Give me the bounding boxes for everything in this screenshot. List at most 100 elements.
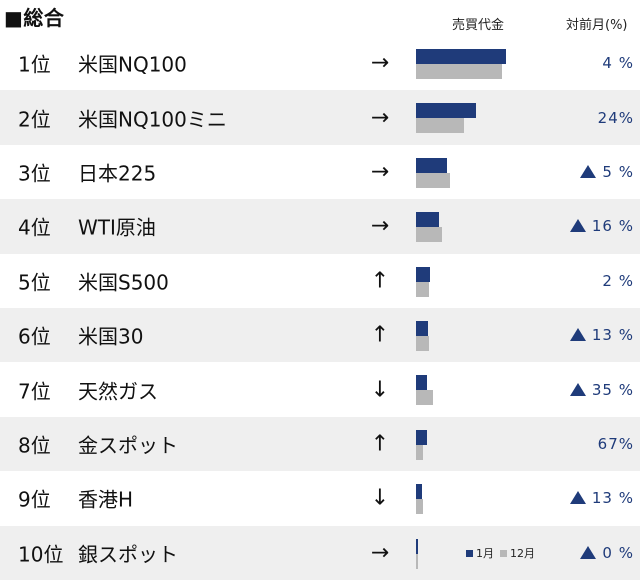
rank-label: 1位 xyxy=(18,52,51,77)
current-month-bar xyxy=(416,429,427,445)
legend-current-swatch xyxy=(466,549,473,557)
month-change-value: 5 % xyxy=(602,162,634,181)
rank-label: 6位 xyxy=(18,324,51,349)
volume-bars xyxy=(416,49,536,79)
current-month-bar xyxy=(416,49,506,64)
volume-bars xyxy=(416,212,536,243)
product-name: 香港H xyxy=(78,487,134,512)
product-name: 米国NQ100ミニ xyxy=(78,107,227,132)
month-change: 5 % xyxy=(580,163,634,181)
previous-month-bar xyxy=(416,64,503,79)
ranking-list: 1位 米国NQ100 → 4 % 2位 米国NQ100ミニ → 24% 3位 日本225 → 5 % 4… xyxy=(0,36,640,580)
month-change-value: 13 % xyxy=(591,326,634,345)
rank-label: 5位 xyxy=(18,270,51,295)
month-change-value: 4 % xyxy=(602,54,634,73)
month-change-value: 0 % xyxy=(602,543,634,562)
previous-month-bar xyxy=(416,227,443,243)
rank-label: 4位 xyxy=(18,215,51,240)
product-name: 銀スポット xyxy=(78,542,178,567)
month-change-value: 16 % xyxy=(591,217,634,236)
current-month-bar xyxy=(416,484,422,500)
month-change: 16 % xyxy=(569,217,634,236)
month-change: 4 % xyxy=(602,54,634,72)
up-triangle-icon xyxy=(569,382,586,396)
product-name: 日本225 xyxy=(78,161,157,186)
rank-label: 2位 xyxy=(18,107,51,132)
rank-trend-arrow-icon: ↓ xyxy=(370,485,390,511)
rank-trend-arrow-icon: ↑ xyxy=(370,268,390,294)
bar-legend: 1月 12月 xyxy=(466,545,535,561)
month-change: 2 % xyxy=(602,272,634,290)
rank-trend-arrow-icon: ↑ xyxy=(370,431,390,457)
month-change: 13 % xyxy=(569,489,634,508)
volume-bars xyxy=(416,429,536,460)
rank-trend-arrow-icon: → xyxy=(370,540,390,566)
ranking-row: 10位 銀スポット → 1月 12月 0 % xyxy=(0,525,640,580)
ranking-row: 9位 香港H ↓ 13 % xyxy=(0,471,640,525)
previous-month-bar xyxy=(416,118,464,134)
current-month-bar xyxy=(416,157,448,173)
ranking-row: 8位 金スポット ↑ 67% xyxy=(0,416,640,472)
volume-bars xyxy=(416,320,536,351)
up-triangle-icon xyxy=(569,219,586,233)
product-name: 天然ガス xyxy=(78,379,158,404)
legend-previous-swatch xyxy=(500,549,507,557)
ranking-title: ■総合 xyxy=(4,6,65,30)
previous-month-bar xyxy=(416,444,424,460)
ranking-row: 2位 米国NQ100ミニ → 24% xyxy=(0,90,640,145)
up-triangle-icon xyxy=(580,545,597,559)
month-change: 0 % xyxy=(580,544,634,562)
current-month-bar xyxy=(416,103,476,119)
previous-month-bar xyxy=(416,172,450,188)
current-month-bar xyxy=(416,212,439,228)
product-name: 米国S500 xyxy=(78,270,169,295)
rank-trend-arrow-icon: ↑ xyxy=(370,322,390,348)
rank-trend-arrow-icon: ↓ xyxy=(370,377,390,403)
volume-bars xyxy=(416,157,536,188)
column-header-volume: 売買代金 xyxy=(452,18,505,33)
previous-month-bar xyxy=(416,281,430,297)
product-name: 米国30 xyxy=(78,324,144,349)
previous-month-bar xyxy=(416,390,433,406)
ranking-row: 7位 天然ガス ↓ 35 % xyxy=(0,362,640,416)
ranking-row: 3位 日本225 → 5 % xyxy=(0,145,640,199)
volume-bars xyxy=(416,375,536,406)
column-header-change: 対前月(%) xyxy=(566,18,628,33)
month-change-value: 67% xyxy=(597,434,634,453)
up-triangle-icon xyxy=(569,491,586,505)
product-name: 金スポット xyxy=(78,433,178,458)
month-change-value: 35 % xyxy=(591,380,634,399)
volume-bars xyxy=(416,103,536,134)
rank-label: 9位 xyxy=(18,487,51,512)
volume-bars xyxy=(416,538,536,569)
month-change-value: 13 % xyxy=(591,489,634,508)
up-triangle-icon xyxy=(569,328,586,342)
rank-trend-arrow-icon: → xyxy=(370,50,390,76)
volume-bars xyxy=(416,266,536,297)
current-month-bar xyxy=(416,538,419,554)
product-name: 米国NQ100 xyxy=(78,52,187,77)
current-month-bar xyxy=(416,266,431,282)
rank-trend-arrow-icon: → xyxy=(370,213,390,239)
month-change: 35 % xyxy=(569,380,634,399)
previous-month-bar xyxy=(416,335,430,351)
rank-trend-arrow-icon: → xyxy=(370,159,390,185)
legend-previous-label: 12月 xyxy=(510,546,535,560)
month-change-value: 2 % xyxy=(602,271,634,290)
rank-label: 7位 xyxy=(18,379,51,404)
rank-label: 10位 xyxy=(18,542,64,567)
ranking-row: 4位 WTI原油 → 16 % xyxy=(0,199,640,254)
up-triangle-icon xyxy=(580,164,597,178)
current-month-bar xyxy=(416,320,428,336)
legend-current-label: 1月 xyxy=(476,546,494,560)
month-change: 67% xyxy=(598,435,634,453)
rank-trend-arrow-icon: → xyxy=(370,105,390,131)
previous-month-bar xyxy=(416,553,419,569)
month-change: 24% xyxy=(598,109,634,127)
ranking-row: 5位 米国S500 ↑ 2 % xyxy=(0,254,640,308)
month-change-value: 24% xyxy=(597,108,634,127)
current-month-bar xyxy=(416,375,427,391)
product-name: WTI原油 xyxy=(78,215,156,240)
rank-label: 3位 xyxy=(18,161,51,186)
ranking-row: 1位 米国NQ100 → 4 % xyxy=(0,36,640,90)
